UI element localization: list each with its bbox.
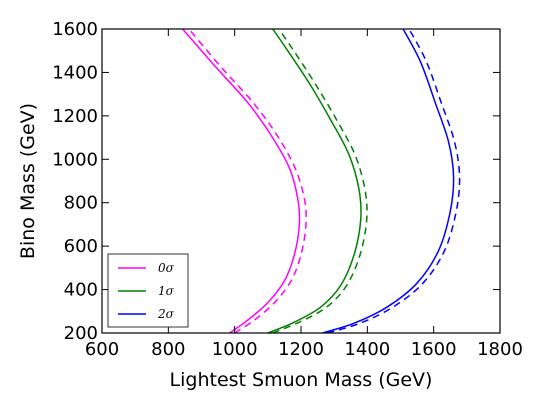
x-tick-label: 1000 [212,339,258,360]
legend-label-0: 0σ [158,261,175,275]
y-tick-label: 1400 [52,62,98,83]
legend: 0σ 1σ 2σ [107,253,189,328]
y-tick-label: 200 [64,323,98,344]
y-tick-label: 1200 [52,106,98,127]
x-axis-label: Lightest Smuon Mass (GeV) [170,369,433,391]
legend-label-1: 1σ [158,284,175,298]
series-2-dashed-line [327,29,461,333]
y-tick-label: 1600 [52,19,98,40]
series-2-solid-line [322,29,455,333]
series-1-solid-line [267,29,362,333]
x-tick-label: 1800 [477,339,523,360]
y-tick-label: 400 [64,280,98,301]
y-tick-label: 600 [64,236,98,257]
y-tick-label: 800 [64,193,98,214]
series-1-dashed-line [272,29,368,333]
y-axis-label: Bino Mass (GeV) [17,103,39,259]
ticks-layer: 600 800 1000 1200 1400 1600 1800 200 400 600 800 10… [52,19,523,360]
series-layer [182,29,461,333]
x-tick-label: 800 [151,339,185,360]
y-tick-label: 1000 [52,149,98,170]
series-0-dashed-line [188,29,307,333]
x-tick-label: 1200 [278,339,324,360]
x-tick-label: 600 [85,339,119,360]
x-tick-label: 1600 [411,339,457,360]
x-tick-label: 1400 [344,339,390,360]
series-0-solid-line [182,29,301,333]
legend-label-2: 2σ [157,307,175,321]
